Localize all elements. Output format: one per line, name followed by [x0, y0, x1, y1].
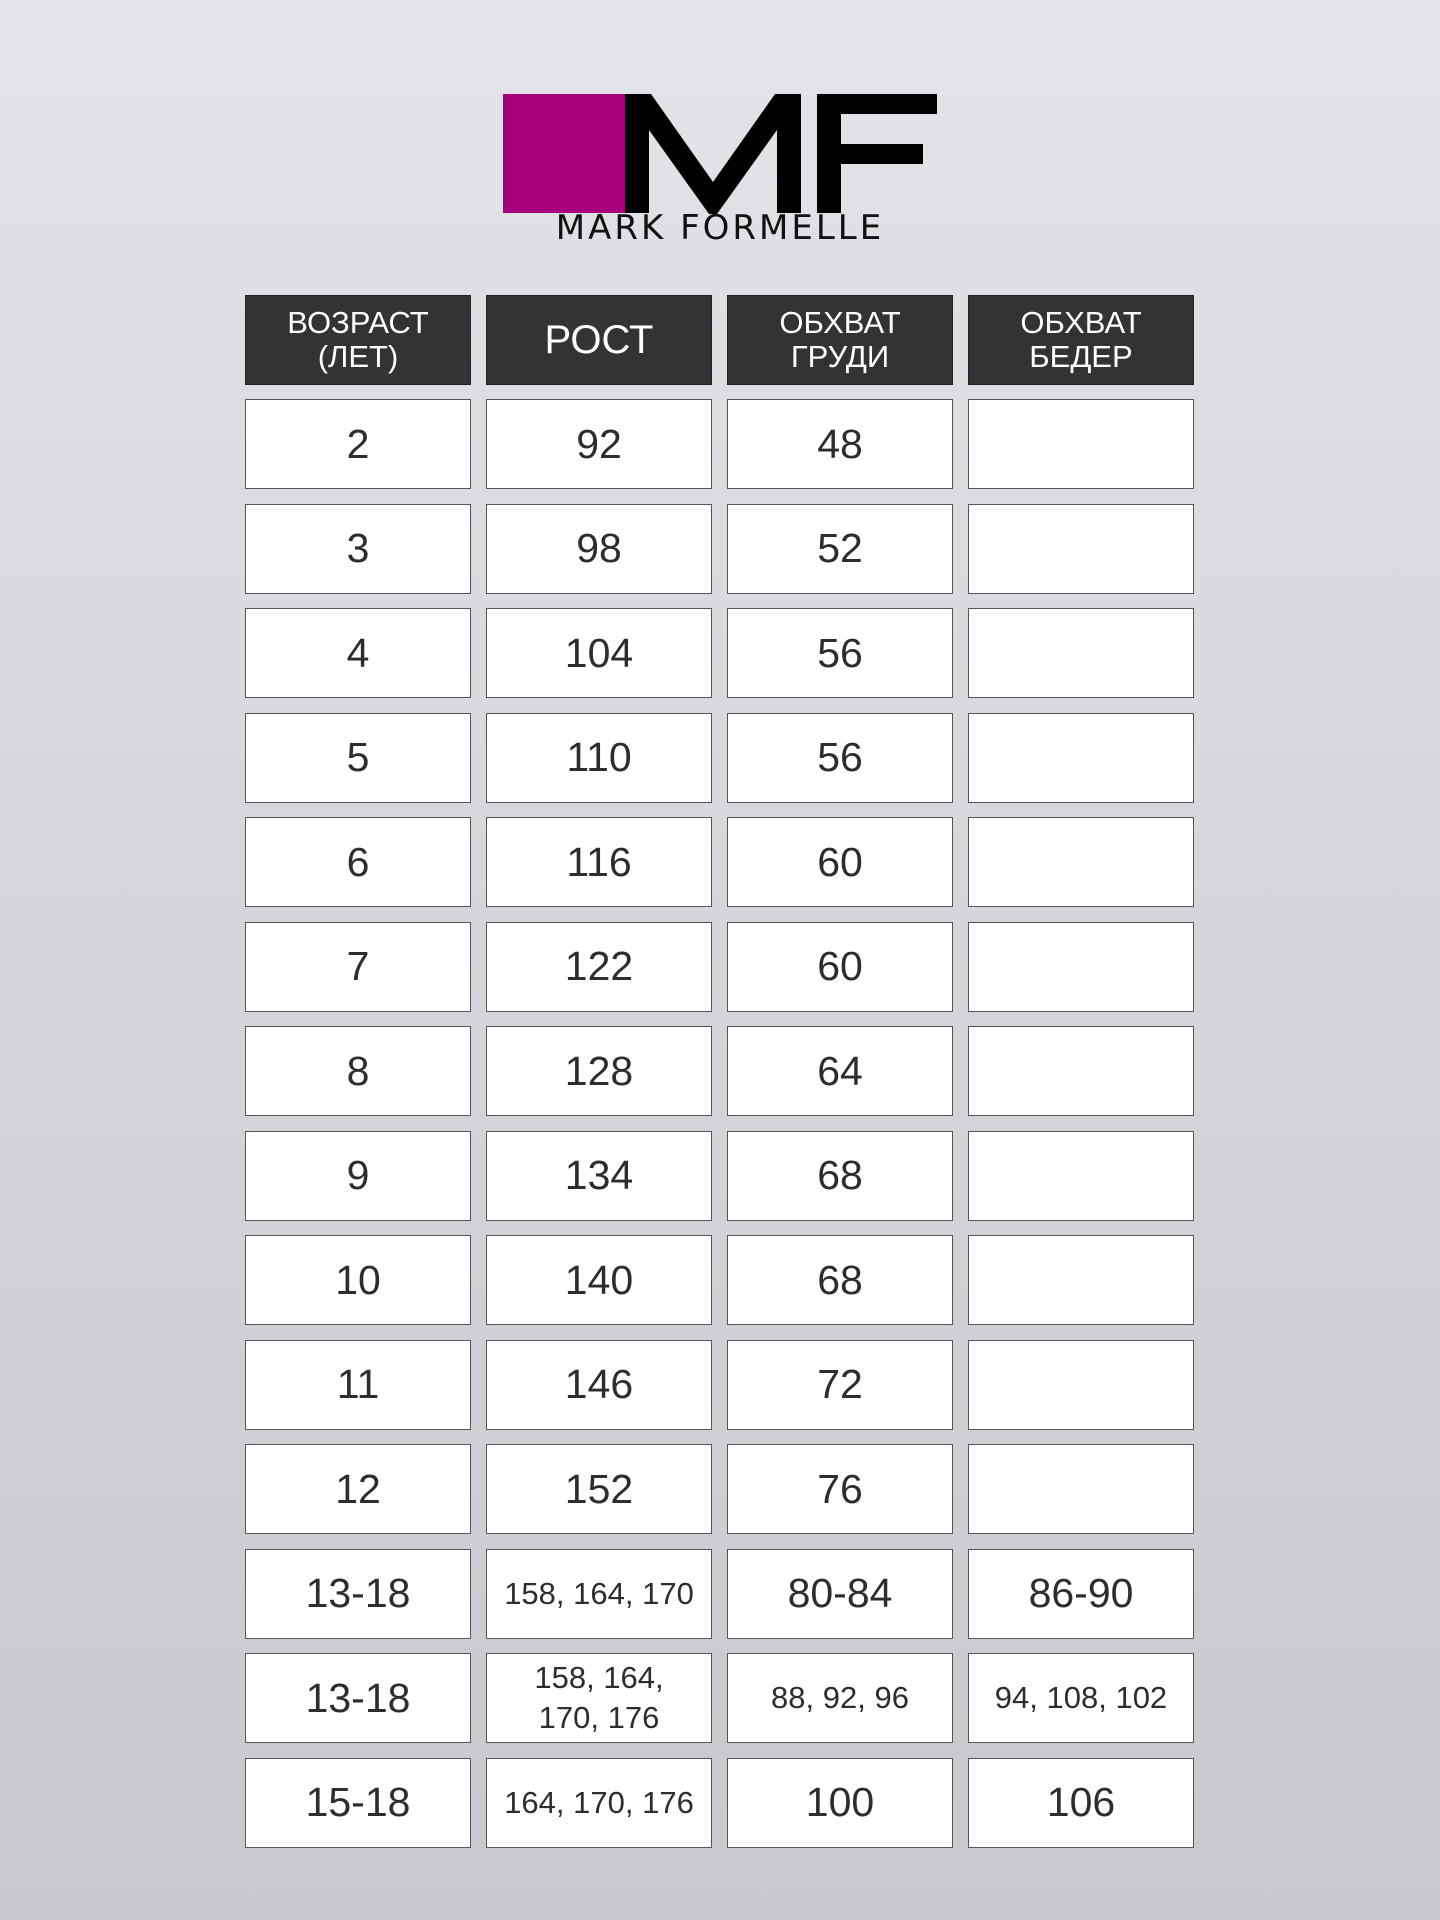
cell-chest: 88, 92, 96 [727, 1653, 953, 1743]
cell-hips: 94, 108, 102 [968, 1653, 1194, 1743]
cell-height: 140 [486, 1235, 712, 1325]
cell-hips [968, 1130, 1194, 1221]
mark-formelle-logo [503, 94, 937, 214]
cell-age: 12 [245, 1444, 471, 1534]
cell-height: 128 [486, 1026, 712, 1116]
cell-age: 6 [245, 817, 471, 907]
header-chest: ОБХВАТ ГРУДИ [727, 295, 953, 385]
cell-height: 116 [486, 817, 712, 907]
cell-hips [968, 608, 1194, 698]
header-hips: ОБХВАТ БЕДЕР [968, 295, 1194, 385]
cell-chest: 68 [727, 1130, 953, 1221]
cell-age: 15-18 [245, 1757, 471, 1848]
cell-chest: 76 [727, 1444, 953, 1534]
cell-hips: 86-90 [968, 1548, 1194, 1639]
cell-height: 98 [486, 503, 712, 594]
cell-chest: 48 [727, 399, 953, 489]
cell-height: 104 [486, 608, 712, 698]
header-line: БЕДЕР [1029, 339, 1133, 374]
cell-height: 134 [486, 1130, 712, 1221]
cell-chest: 56 [727, 712, 953, 803]
cell-height: 158, 164, 170, 176 [486, 1653, 712, 1743]
cell-hips [968, 921, 1194, 1012]
logo-magenta-square [503, 94, 625, 213]
header-line: РОСТ [544, 318, 654, 362]
cell-age: 2 [245, 399, 471, 489]
cell-chest: 100 [727, 1757, 953, 1848]
cell-height: 122 [486, 921, 712, 1012]
cell-age: 13-18 [245, 1653, 471, 1743]
cell-chest: 60 [727, 817, 953, 907]
cell-height: 152 [486, 1444, 712, 1534]
cell-age: 4 [245, 608, 471, 698]
logo-letter-m [625, 94, 801, 214]
cell-chest: 56 [727, 608, 953, 698]
cell-hips [968, 503, 1194, 594]
cell-age: 7 [245, 921, 471, 1012]
header-line: ВОЗРАСТ [287, 305, 429, 340]
cell-height: 158, 164, 170 [486, 1548, 712, 1639]
header-age: ВОЗРАСТ (ЛЕТ) [245, 295, 471, 385]
cell-hips: 106 [968, 1757, 1194, 1848]
cell-hips [968, 1339, 1194, 1430]
cell-age: 8 [245, 1026, 471, 1116]
cell-height: 164, 170, 176 [486, 1757, 712, 1848]
cell-hips [968, 399, 1194, 489]
brand-name: MARK FORMELLE [555, 208, 885, 248]
cell-chest: 60 [727, 921, 953, 1012]
cell-hips [968, 1235, 1194, 1325]
header-line: ОБХВАТ [1020, 305, 1142, 340]
cell-age: 9 [245, 1130, 471, 1221]
cell-chest: 72 [727, 1339, 953, 1430]
cell-chest: 64 [727, 1026, 953, 1116]
header-line: ОБХВАТ [779, 305, 901, 340]
cell-chest: 68 [727, 1235, 953, 1325]
cell-height: 110 [486, 712, 712, 803]
cell-height: 146 [486, 1339, 712, 1430]
header-line: (ЛЕТ) [317, 339, 399, 374]
cell-height: 92 [486, 399, 712, 489]
cell-hips [968, 817, 1194, 907]
header-height: РОСТ [486, 295, 712, 385]
cell-chest: 80-84 [727, 1548, 953, 1639]
cell-age: 11 [245, 1339, 471, 1430]
cell-hips [968, 1444, 1194, 1534]
cell-hips [968, 1026, 1194, 1116]
header-line: ГРУДИ [790, 339, 890, 374]
cell-hips [968, 712, 1194, 803]
cell-chest: 52 [727, 503, 953, 594]
cell-age: 10 [245, 1235, 471, 1325]
logo-letter-f [817, 94, 937, 213]
cell-age: 5 [245, 712, 471, 803]
cell-age: 13-18 [245, 1548, 471, 1639]
cell-age: 3 [245, 503, 471, 594]
